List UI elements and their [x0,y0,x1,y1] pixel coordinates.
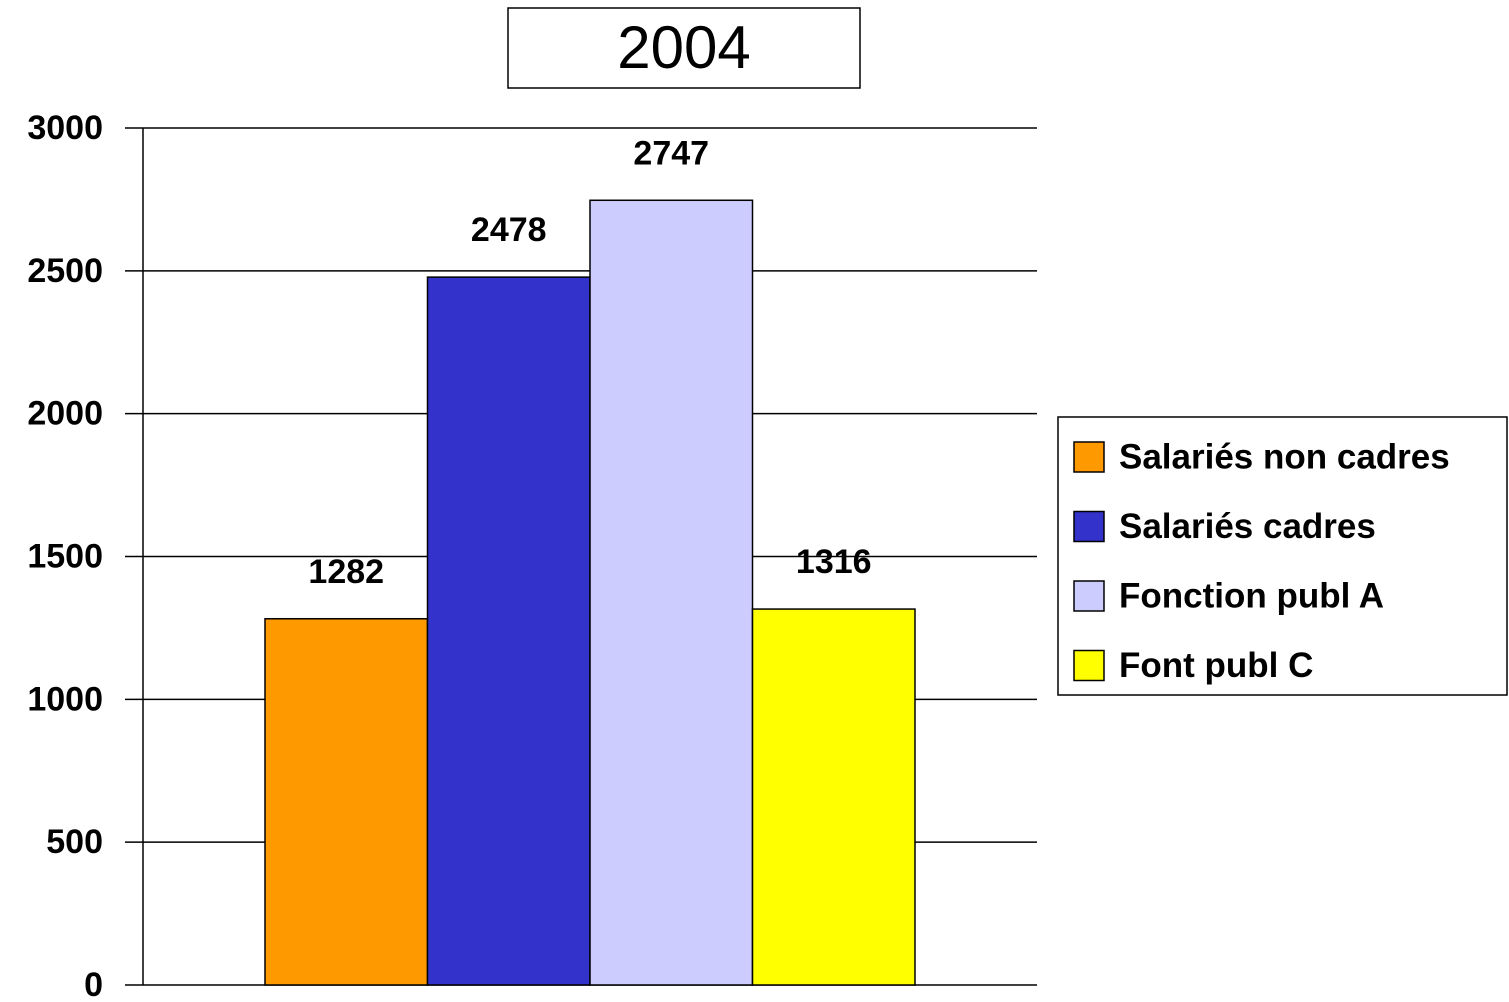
data-label: 1316 [796,543,872,581]
title-box [507,7,861,89]
bar [751,608,916,986]
legend-box [1057,416,1508,696]
data-label: 2478 [471,211,547,249]
legend-label: Font publ C [1119,646,1313,685]
legend-swatch [1073,649,1105,682]
legend-label: Fonction publ A [1119,576,1384,615]
legend-label: Salariés cadres [1119,507,1376,546]
y-tick-label: 2000 [27,395,103,433]
bar [589,199,754,986]
y-tick-label: 1000 [27,680,103,718]
legend-swatch [1073,441,1105,473]
data-label: 2747 [633,134,709,172]
data-label: 1282 [308,553,384,591]
legend-swatch [1073,580,1105,612]
y-tick-label: 1500 [27,537,103,575]
legend-label: Salariés non cadres [1119,437,1450,476]
legend-swatch [1073,510,1105,543]
y-tick-label: 0 [84,966,103,1002]
bar [264,618,429,986]
y-tick-label: 2500 [27,252,103,290]
y-tick-label: 500 [46,823,103,861]
bar [426,276,591,986]
y-tick-label: 3000 [27,109,103,147]
chart-title: 2004 [617,14,750,81]
